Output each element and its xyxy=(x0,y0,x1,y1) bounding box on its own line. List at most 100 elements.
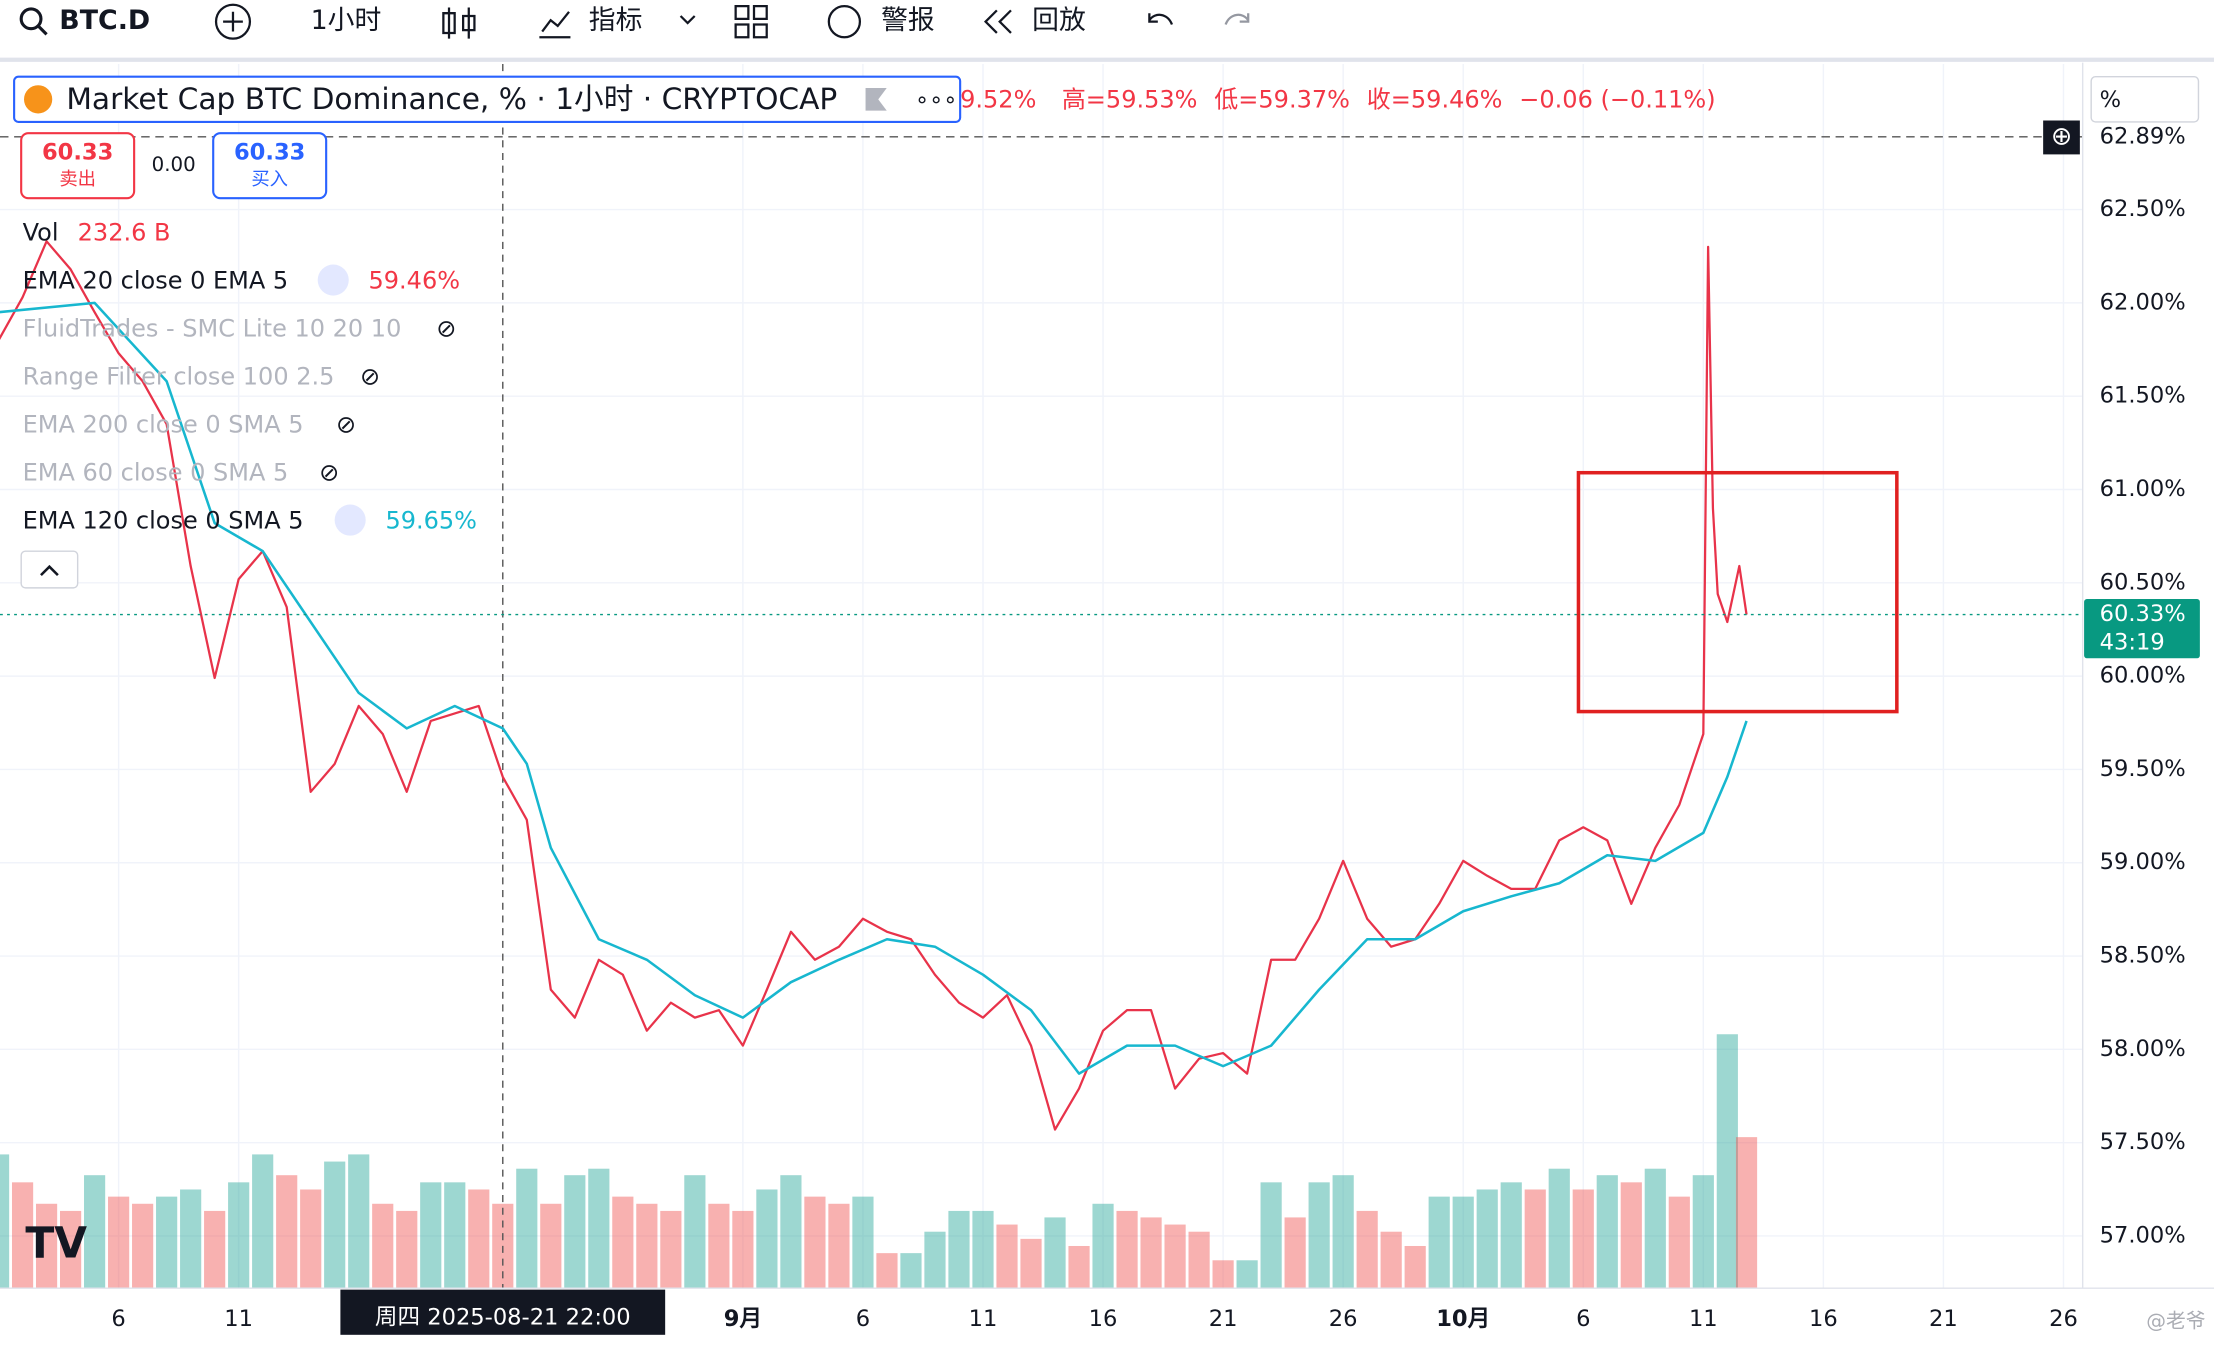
volume-bar xyxy=(1332,1175,1354,1289)
volume-bar xyxy=(1428,1196,1450,1289)
volume-bar xyxy=(1380,1231,1402,1289)
volume-bar xyxy=(1716,1034,1738,1289)
volume-bar xyxy=(540,1203,562,1289)
sell-label: 卖出 xyxy=(59,169,96,190)
volume-bar xyxy=(372,1203,394,1289)
volume-bar xyxy=(780,1175,802,1289)
volume-bar xyxy=(612,1196,634,1289)
volume-bar xyxy=(1140,1217,1162,1289)
indicator-icon[interactable] xyxy=(334,504,366,536)
volume-bar xyxy=(1452,1196,1474,1289)
dropdown[interactable] xyxy=(679,15,696,25)
x-tick-label: 6 xyxy=(856,1306,870,1332)
interval[interactable]: 1小时 xyxy=(311,5,382,36)
indicators-icon[interactable] xyxy=(539,11,571,39)
y-tick-label: 57.50% xyxy=(2100,1129,2186,1155)
volume-bar xyxy=(420,1182,442,1289)
chart-type[interactable] xyxy=(442,7,476,39)
undo[interactable] xyxy=(1148,13,1174,25)
legend-close: 收=59.46% xyxy=(1367,86,1503,114)
volume-bar xyxy=(876,1253,898,1289)
x-tick-label: 10月 xyxy=(1436,1306,1490,1332)
collapse-button[interactable] xyxy=(20,550,79,589)
volume-bar xyxy=(1692,1175,1714,1289)
y-tick-label: 57.00% xyxy=(2100,1222,2186,1248)
volume-bar xyxy=(11,1182,34,1289)
x-tick-label: 11 xyxy=(1689,1306,1718,1332)
watermark: @老爷 xyxy=(2146,1310,2206,1333)
volume-bar xyxy=(1524,1189,1546,1289)
logo: TV xyxy=(25,1218,87,1267)
volume-bar xyxy=(948,1210,970,1289)
volume-bar xyxy=(564,1175,586,1289)
x-tick-label: 21 xyxy=(1929,1306,1958,1332)
volume-bar xyxy=(1404,1245,1426,1289)
volume-bar xyxy=(1044,1217,1066,1289)
volume-bar xyxy=(1572,1189,1594,1289)
countdown: 43:19 xyxy=(2100,629,2165,655)
volume-bar xyxy=(1188,1231,1210,1289)
volume-bar xyxy=(204,1210,226,1289)
volume-bar xyxy=(0,1154,10,1289)
hidden-icon[interactable]: ⊘ xyxy=(336,410,356,438)
hidden-icon[interactable]: ⊘ xyxy=(360,362,380,390)
search-icon[interactable] xyxy=(19,7,43,31)
price-axis xyxy=(2082,62,2214,1289)
volume-bar xyxy=(1068,1245,1090,1289)
y-tick-label: 62.50% xyxy=(2100,196,2186,222)
volume-bar xyxy=(1236,1260,1258,1289)
legend-box xyxy=(13,75,962,123)
replay[interactable]: 回放 xyxy=(1032,5,1086,36)
add-symbol xyxy=(223,11,243,32)
x-tick-label: 6 xyxy=(111,1306,125,1332)
volume-bar xyxy=(1212,1260,1234,1289)
hidden-indicator: FluidTrades - SMC Lite 10 20 10 xyxy=(23,314,402,342)
x-tick-label: 11 xyxy=(969,1306,998,1332)
volume-bar xyxy=(444,1182,466,1289)
indicator-name: EMA 20 close 0 EMA 5 xyxy=(23,266,289,294)
volume-bar xyxy=(924,1231,946,1289)
hidden-icon[interactable]: ⊘ xyxy=(319,458,339,486)
highlight-box xyxy=(1576,470,1899,714)
symbol[interactable]: BTC.D xyxy=(59,5,150,36)
volume-bar xyxy=(1116,1210,1138,1289)
x-tick-label: 21 xyxy=(1209,1306,1238,1332)
indicators[interactable]: 指标 xyxy=(589,5,643,36)
volume-bar xyxy=(396,1210,418,1289)
volume-bar xyxy=(1284,1217,1306,1289)
y-tick-label: 58.50% xyxy=(2100,943,2186,969)
alert-icon[interactable] xyxy=(827,4,862,39)
redo[interactable] xyxy=(1224,13,1250,25)
add-symbol[interactable] xyxy=(214,3,252,40)
volume-bar xyxy=(900,1253,922,1289)
volume-bar xyxy=(1644,1168,1666,1289)
legend-change: −0.06 (−0.11%) xyxy=(1519,86,1715,114)
indicator-icon[interactable] xyxy=(317,264,349,296)
sell-button[interactable] xyxy=(20,132,136,200)
replay-icon[interactable] xyxy=(983,9,1012,34)
x-tick-label: 9月 xyxy=(724,1306,762,1332)
y-tick-label: 62.89% xyxy=(2100,123,2186,149)
y-tick-label: 61.50% xyxy=(2100,383,2186,409)
legend: Market Cap BTC Dominance, % · 1小时 · CRYP… xyxy=(13,75,1716,1267)
alerts[interactable]: 警报 xyxy=(881,5,935,36)
hidden-indicator: Range Filter close 100 2.5 xyxy=(23,362,335,390)
hidden-icon[interactable]: ⊘ xyxy=(436,314,456,342)
toolbar-bg xyxy=(0,0,2214,57)
add-icon: ⊕ xyxy=(2051,120,2072,150)
layouts[interactable] xyxy=(734,4,768,39)
volume-bar xyxy=(1020,1238,1042,1289)
volume-bar xyxy=(1548,1168,1570,1289)
more[interactable]: ∘∘∘ xyxy=(915,87,957,113)
volume-bar xyxy=(660,1210,682,1289)
volume-bar xyxy=(516,1168,538,1289)
buy-label: 买入 xyxy=(251,169,288,190)
flag-icon xyxy=(865,88,887,111)
crosshair-label: 周四 2025-08-21 22:00 xyxy=(375,1304,631,1330)
legend-open: 9.52% xyxy=(960,86,1036,114)
legend-low: 低=59.37% xyxy=(1214,86,1350,114)
last-price-tag xyxy=(2084,599,2200,659)
buy-button[interactable] xyxy=(212,132,328,200)
